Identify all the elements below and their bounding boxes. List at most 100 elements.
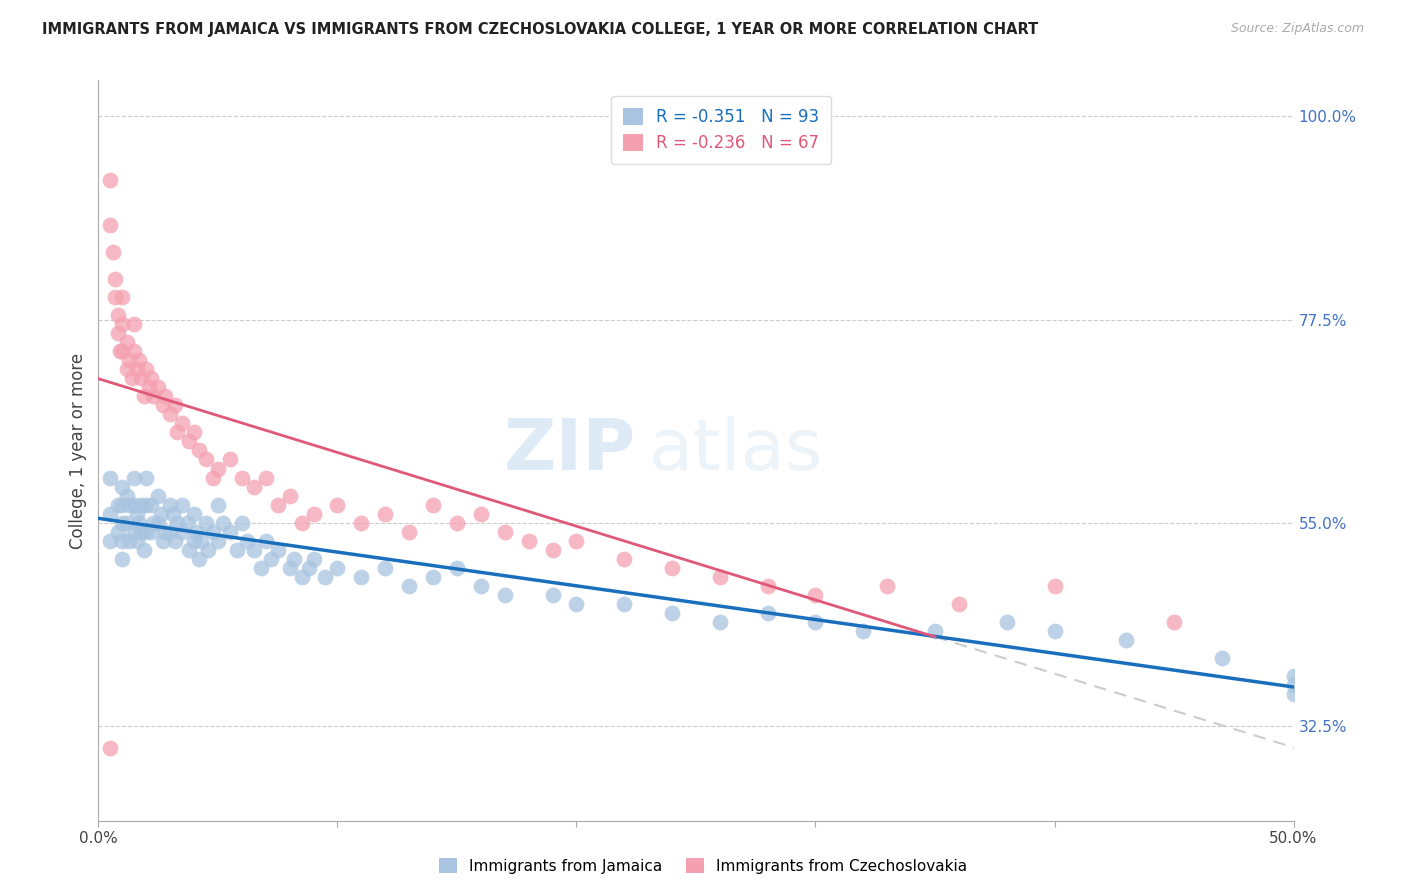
Point — [149, 507, 172, 521]
Point — [291, 516, 314, 530]
Point — [1282, 678, 1305, 692]
Point — [207, 498, 229, 512]
Text: IMMIGRANTS FROM JAMAICA VS IMMIGRANTS FROM CZECHOSLOVAKIA COLLEGE, 1 YEAR OR MOR: IMMIGRANTS FROM JAMAICA VS IMMIGRANTS FR… — [42, 22, 1039, 37]
Point — [278, 489, 301, 503]
Point — [111, 516, 134, 530]
Point — [278, 561, 301, 575]
Point — [254, 470, 277, 484]
Point — [756, 579, 779, 593]
Point — [267, 498, 290, 512]
Point — [186, 524, 208, 539]
Point — [661, 606, 683, 620]
Point — [111, 551, 134, 566]
Legend: R = -0.351   N = 93, R = -0.236   N = 67: R = -0.351 N = 93, R = -0.236 N = 67 — [612, 96, 831, 164]
Point — [709, 615, 731, 629]
Point — [1282, 669, 1305, 683]
Point — [104, 290, 127, 304]
Point — [124, 498, 146, 512]
Point — [398, 579, 420, 593]
Point — [315, 570, 337, 584]
Legend: Immigrants from Jamaica, Immigrants from Czechoslovakia: Immigrants from Jamaica, Immigrants from… — [433, 852, 973, 880]
Point — [148, 380, 170, 394]
Point — [326, 561, 349, 575]
Point — [231, 470, 253, 484]
Point — [187, 443, 209, 458]
Point — [283, 551, 305, 566]
Point — [111, 317, 134, 331]
Point — [852, 624, 875, 638]
Point — [517, 533, 540, 548]
Point — [350, 516, 373, 530]
Y-axis label: College, 1 year or more: College, 1 year or more — [69, 352, 87, 549]
Point — [804, 615, 827, 629]
Point — [231, 516, 253, 530]
Point — [135, 498, 157, 512]
Point — [187, 551, 209, 566]
Point — [446, 561, 468, 575]
Point — [183, 533, 205, 548]
Point — [135, 524, 157, 539]
Point — [111, 533, 134, 548]
Point — [115, 362, 138, 376]
Point — [124, 524, 146, 539]
Point — [195, 452, 218, 467]
Point — [494, 524, 516, 539]
Point — [565, 597, 588, 611]
Point — [142, 516, 165, 530]
Point — [155, 389, 177, 403]
Point — [302, 551, 325, 566]
Point — [135, 362, 157, 376]
Point — [118, 498, 141, 512]
Point — [350, 570, 373, 584]
Point — [183, 507, 205, 521]
Point — [291, 570, 314, 584]
Point — [124, 470, 146, 484]
Point — [111, 344, 134, 359]
Point — [179, 542, 201, 557]
Point — [211, 516, 233, 530]
Point — [98, 218, 122, 232]
Point — [98, 507, 122, 521]
Point — [162, 507, 184, 521]
Point — [219, 452, 242, 467]
Point — [1043, 579, 1066, 593]
Point — [374, 561, 396, 575]
Point — [124, 344, 146, 359]
Point — [98, 172, 122, 186]
Point — [139, 498, 162, 512]
Point — [1043, 624, 1066, 638]
Point — [132, 389, 155, 403]
Point — [197, 542, 219, 557]
Point — [107, 498, 129, 512]
Point — [541, 588, 564, 602]
Point — [422, 498, 444, 512]
Point — [159, 408, 181, 422]
Point — [172, 417, 194, 431]
Point — [159, 524, 181, 539]
Point — [876, 579, 898, 593]
Point — [183, 425, 205, 440]
Point — [298, 561, 321, 575]
Point — [613, 597, 636, 611]
Point — [243, 479, 266, 493]
Point — [152, 398, 174, 412]
Point — [267, 542, 290, 557]
Point — [172, 524, 194, 539]
Point — [115, 335, 138, 350]
Point — [159, 498, 181, 512]
Point — [176, 516, 198, 530]
Point — [125, 507, 148, 521]
Point — [470, 579, 492, 593]
Point — [148, 516, 170, 530]
Point — [565, 533, 588, 548]
Point — [207, 461, 229, 475]
Point — [422, 570, 444, 584]
Point — [398, 524, 420, 539]
Point — [166, 516, 188, 530]
Point — [131, 498, 153, 512]
Point — [243, 542, 266, 557]
Point — [709, 570, 731, 584]
Point — [995, 615, 1018, 629]
Point — [259, 551, 281, 566]
Point — [118, 533, 141, 548]
